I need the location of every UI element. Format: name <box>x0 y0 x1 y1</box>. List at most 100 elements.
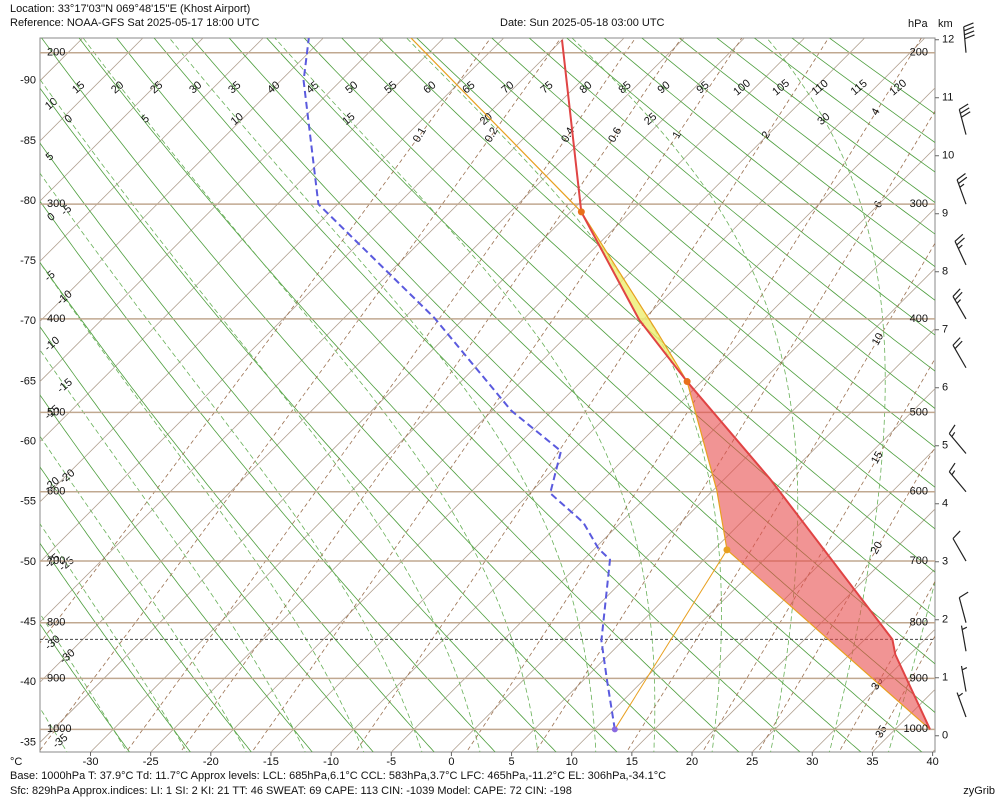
x-tick-label: 15 <box>626 756 638 768</box>
isotherm-label: -65 <box>20 375 36 387</box>
isotherm <box>40 38 745 743</box>
pressure-label: 900 <box>910 672 928 684</box>
isotherm <box>40 38 565 563</box>
mixing-ratio-label: 15 <box>869 449 886 466</box>
wind-barb <box>948 462 967 493</box>
mixing-ratio-line <box>702 358 935 752</box>
mixing-ratio-line <box>626 242 935 752</box>
wind-barb <box>958 591 969 623</box>
moist-adiabat <box>40 349 306 752</box>
temperature-line <box>561 39 931 730</box>
isotherm <box>40 38 204 202</box>
moist-adiabat <box>274 38 656 752</box>
height-label: 3 <box>942 556 948 568</box>
moist-adiabat <box>40 612 128 752</box>
wind-barb <box>960 625 968 652</box>
moist-adiabat <box>40 435 247 752</box>
pressure-label: 600 <box>910 486 928 498</box>
height-label: 5 <box>942 440 948 452</box>
x-tick-label: 25 <box>746 756 758 768</box>
isotherm-label: -80 <box>20 195 36 207</box>
pressure-unit: hPa <box>908 18 928 30</box>
dry-adiabat <box>378 38 935 530</box>
dry-adiabat <box>40 542 191 752</box>
pressure-label: 400 <box>47 313 65 325</box>
isotherm <box>40 38 444 443</box>
credit: zyGrib <box>963 785 995 797</box>
dry-adiabat <box>566 38 935 336</box>
x-tick-label: 30 <box>806 756 818 768</box>
dry-adiabat <box>491 38 935 409</box>
x-tick-label: 0 <box>448 756 454 768</box>
mixing-ratio-label: 2 <box>760 129 773 140</box>
moist-adiabat <box>766 38 886 752</box>
isotherm <box>631 448 935 752</box>
dry-adiabat <box>603 38 935 301</box>
mixing-ratio-label: 4 <box>869 106 882 117</box>
mixing-ratio-label: 35 <box>873 724 890 741</box>
isotherm <box>40 38 505 503</box>
isotherm <box>571 388 935 752</box>
cin-area <box>687 381 930 730</box>
pressure-label: 1000 <box>904 723 928 735</box>
dry-adiabat <box>453 38 935 448</box>
dry-adiabat <box>303 38 935 618</box>
isotherm-label: -70 <box>20 315 36 327</box>
pressure-label: 500 <box>47 406 65 418</box>
mixing-ratio-label: 1 <box>670 129 683 140</box>
isotherm <box>150 38 865 752</box>
mixing-ratio-line <box>40 38 562 751</box>
dry-adiabat <box>153 38 862 752</box>
mixing-ratio-label: 10 <box>870 331 887 348</box>
mixing-ratio-line <box>466 38 922 752</box>
dry-adiabat <box>40 326 374 752</box>
dewpoint-dot <box>611 726 618 733</box>
isotherm <box>270 87 935 752</box>
pressure-label: 700 <box>910 555 928 567</box>
isotherm-label: -90 <box>20 75 36 87</box>
wind-barb <box>958 103 971 135</box>
moist-adiabat <box>40 78 481 752</box>
height-label: 7 <box>942 324 948 336</box>
height-label: 12 <box>942 34 954 46</box>
wind-barb <box>956 692 967 718</box>
height-label: 0 <box>942 730 948 742</box>
moist-adiabat <box>40 172 423 752</box>
height-label: 8 <box>942 266 948 278</box>
pressure-label: 400 <box>910 313 928 325</box>
reference: Reference: NOAA-GFS Sat 2025-05-17 18:00… <box>10 17 260 29</box>
pressure-label: 500 <box>910 406 928 418</box>
wind-barb <box>952 530 967 562</box>
height-label: 10 <box>942 150 954 162</box>
x-tick-label: 10 <box>566 756 578 768</box>
isotherm <box>812 628 935 752</box>
plot-area <box>39 37 936 753</box>
isotherm-label: -85 <box>20 135 36 147</box>
isotherm-label: -50 <box>20 556 36 568</box>
isotherm <box>40 38 264 262</box>
wind-barb <box>952 288 967 320</box>
x-tick-label: 5 <box>508 756 514 768</box>
isotherm <box>40 38 685 683</box>
height-label: 1 <box>942 672 948 684</box>
mixing-ratio-line <box>535 110 935 752</box>
isotherm-label: -60 <box>20 436 36 448</box>
pressure-label: 1000 <box>47 723 71 735</box>
x-tick-label: 20 <box>686 756 698 768</box>
wind-barb <box>952 337 967 369</box>
isotherm-label: -40 <box>20 676 36 688</box>
dewpoint-line <box>302 38 616 730</box>
dry-adiabat <box>191 38 923 752</box>
dry-adiabat <box>641 38 935 268</box>
footer-line: Base: 1000hPa T: 37.9°C Td: 11.7°C Appro… <box>10 770 666 782</box>
x-tick-label: -10 <box>323 756 339 768</box>
pressure-label: 300 <box>47 198 65 210</box>
moist-adiabat <box>40 523 188 752</box>
pressure-label: 200 <box>910 47 928 59</box>
isotherm <box>330 147 935 752</box>
isotherm-label: -35 <box>20 736 36 748</box>
x-tick-label: -15 <box>263 756 279 768</box>
footer-line: Sfc: 829hPa Approx.indices: LI: 1 SI: 2 … <box>10 785 572 797</box>
dry-adiabat <box>40 261 435 752</box>
